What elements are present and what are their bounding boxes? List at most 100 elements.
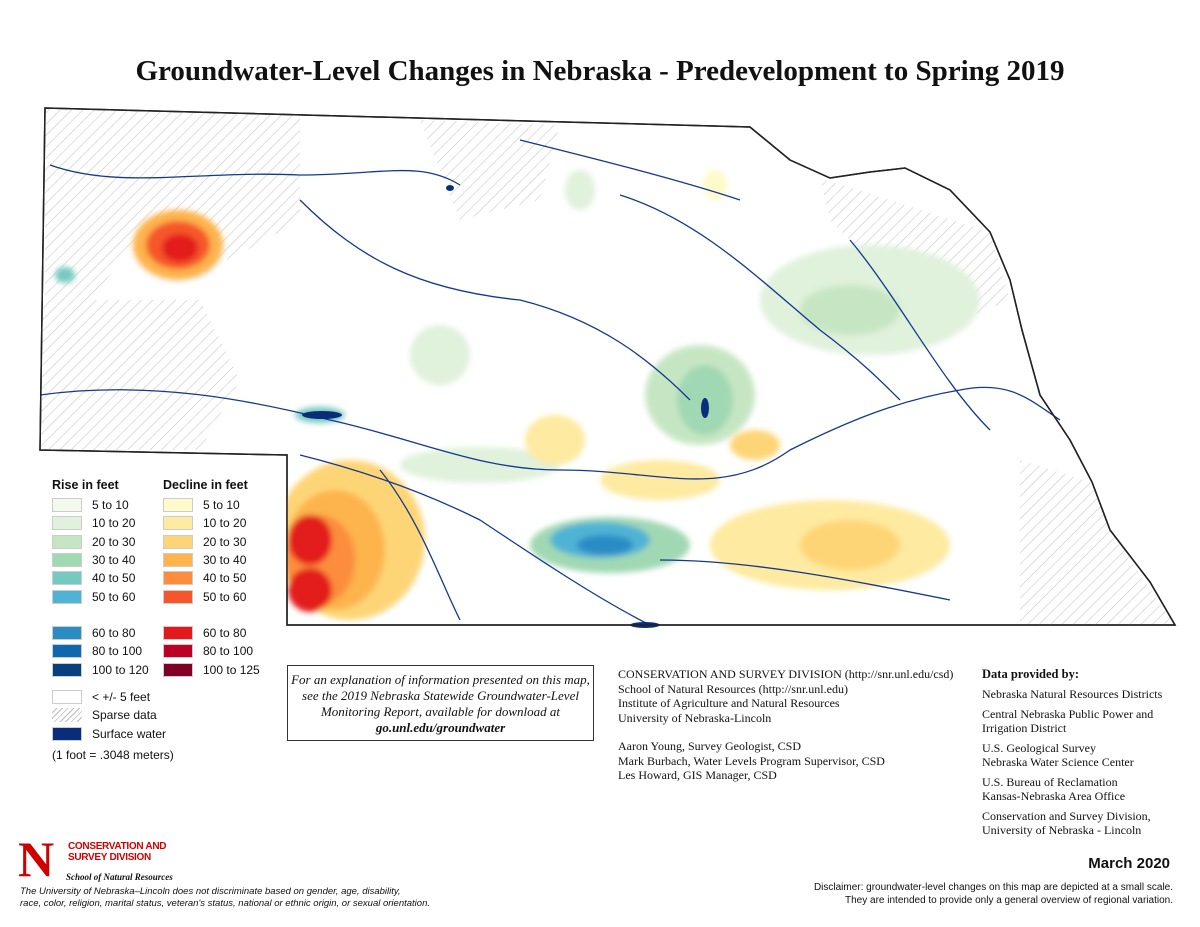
- nondiscrimination-line: The University of Nebraska–Lincoln does …: [20, 886, 401, 897]
- legend-swatch: [52, 589, 82, 604]
- legend-swatch: [52, 516, 82, 531]
- provider-line: Conservation and Survey Division,: [982, 809, 1151, 823]
- provider-line: Kansas-Nebraska Area Office: [982, 789, 1126, 803]
- legend-swatch: [52, 625, 82, 640]
- staff-line: Les Howard, GIS Manager, CSD: [618, 768, 777, 782]
- legend-item-decline: 100 to 125: [163, 660, 293, 678]
- legend-swatch: [163, 553, 193, 568]
- logo-n: N: [18, 831, 55, 887]
- legend-item-rise: 100 to 120: [52, 660, 182, 678]
- legend-item-decline: 5 to 10: [163, 496, 293, 514]
- legend-label: 100 to 125: [203, 662, 260, 677]
- legend-item-decline: 30 to 40: [163, 551, 293, 569]
- legend-label: 30 to 40: [92, 553, 136, 568]
- legend-swatch: [163, 534, 193, 549]
- legend-swatch: [163, 516, 193, 531]
- legend-label: 50 to 60: [92, 589, 136, 604]
- legend-item-rise: 30 to 40: [52, 551, 182, 569]
- legend-label: 100 to 120: [92, 662, 149, 677]
- legend-item-rise: 50 to 60: [52, 587, 182, 605]
- logo-name-line: CONSERVATION AND: [68, 841, 167, 852]
- provider-line: Nebraska Water Science Center: [982, 755, 1134, 769]
- surface-water-swatch: [52, 726, 82, 741]
- staff-line: Aaron Young, Survey Geologist, CSD: [618, 739, 802, 753]
- logo-school: School of Natural Resources: [66, 872, 173, 882]
- legend-rise: Rise in feet 5 to 10 10 to 20 20 to 30 30 t…: [52, 478, 182, 679]
- legend-item-decline: 40 to 50: [163, 569, 293, 587]
- rivers: [39, 139, 1061, 626]
- provider-line: U.S. Geological Survey: [982, 741, 1096, 755]
- legend-swatch: [163, 644, 193, 659]
- legend-swatch: [52, 553, 82, 568]
- provider-line: University of Nebraska - Lincoln: [982, 823, 1142, 837]
- logo-name-line: SURVEY DIVISION: [68, 852, 151, 863]
- csd-line: University of Nebraska-Lincoln: [618, 710, 772, 725]
- provider-item: U.S. Bureau of Reclamation Kansas-Nebrask…: [982, 775, 1162, 803]
- explanation-text: For an explanation of information presen…: [291, 672, 590, 719]
- csd-credits: CONSERVATION AND SURVEY DIVISION (http:/…: [618, 667, 953, 783]
- provider-line: Irrigation District: [982, 721, 1067, 735]
- legend-label: 60 to 80: [92, 625, 136, 640]
- legend-swatch: [52, 534, 82, 549]
- legend-item-rise: 80 to 100: [52, 642, 182, 660]
- csd-line: School of Natural Resources (http://snr.…: [618, 681, 848, 696]
- disclaimer-line: They are intended to provide only a gene…: [845, 894, 1173, 906]
- legend-swatch: [52, 662, 82, 677]
- staff-line: Mark Burbach, Water Levels Program Super…: [618, 753, 885, 768]
- legend-rise-heading: Rise in feet: [52, 478, 119, 492]
- surface-water-label: Surface water: [92, 726, 167, 741]
- legend-swatch: [163, 662, 193, 677]
- provider-line: Central Nebraska Public Power and: [982, 707, 1154, 721]
- legend-label: 80 to 100: [92, 644, 143, 659]
- csd-line: CONSERVATION AND SURVEY DIVISION (http:/…: [618, 667, 954, 681]
- provider-line: Nebraska Natural Resources Districts: [982, 687, 1163, 701]
- legend-misc: < +/- 5 feet Sparse data Surface water (…: [52, 688, 174, 764]
- legend-label: 30 to 40: [203, 553, 247, 568]
- map-title: Groundwater-Level Changes in Nebraska - …: [135, 55, 1065, 87]
- legend-label: 50 to 60: [203, 589, 247, 604]
- no-change-swatch: [52, 690, 82, 705]
- provider-line: U.S. Bureau of Reclamation: [982, 775, 1118, 789]
- report-link[interactable]: go.unl.edu/groundwater: [375, 720, 506, 735]
- legend-swatch: [52, 498, 82, 513]
- legend-item-decline: 50 to 60: [163, 587, 293, 605]
- legend-label: 20 to 30: [203, 534, 247, 549]
- legend-swatch: [163, 571, 193, 586]
- data-providers: Data provided by: Nebraska Natural Resou…: [982, 667, 1162, 843]
- csd-line: Institute of Agriculture and Natural Res…: [618, 696, 840, 710]
- legend-label: 5 to 10: [92, 498, 129, 513]
- providers-heading: Data provided by:: [982, 667, 1080, 681]
- disclaimer: Disclaimer: groundwater-level changes on…: [814, 882, 1173, 907]
- sparse-label: Sparse data: [92, 708, 157, 723]
- legend-label: 10 to 20: [92, 516, 136, 531]
- legend-decline-heading: Decline in feet: [163, 478, 248, 492]
- legend-swatch: [163, 589, 193, 604]
- legend-label: 40 to 50: [92, 571, 136, 586]
- explanation-box: For an explanation of information presen…: [287, 665, 594, 741]
- provider-item: Conservation and Survey Division, Univers…: [982, 809, 1162, 837]
- legend-item-rise: 40 to 50: [52, 569, 182, 587]
- provider-item: Nebraska Natural Resources Districts: [982, 687, 1162, 701]
- legend-decline: Decline in feet 5 to 10 10 to 20 20 to 30 3…: [163, 478, 293, 679]
- no-change-label: < +/- 5 feet: [92, 690, 151, 705]
- provider-item: U.S. Geological Survey Nebraska Water Sci…: [982, 741, 1162, 769]
- nondiscrimination-statement: The University of Nebraska–Lincoln does …: [20, 886, 430, 910]
- legend-item-decline: 80 to 100: [163, 642, 293, 660]
- legend-item-rise: 5 to 10: [52, 496, 182, 514]
- legend-label: 80 to 100: [203, 644, 254, 659]
- legend-swatch: [52, 571, 82, 586]
- sparse-swatch: [52, 708, 82, 723]
- legend-label: 40 to 50: [203, 571, 247, 586]
- legend-label: 60 to 80: [203, 625, 247, 640]
- map-date: March 2020: [1088, 855, 1170, 872]
- legend-swatch: [52, 644, 82, 659]
- state-border: [39, 107, 1177, 626]
- surface-water: [302, 185, 709, 628]
- legend-label: 20 to 30: [92, 534, 136, 549]
- legend-label: 10 to 20: [203, 516, 247, 531]
- legend-swatch: [163, 498, 193, 513]
- legend-item-rise: 10 to 20: [52, 514, 182, 532]
- legend-item-decline: 60 to 80: [163, 624, 293, 642]
- legend-item-decline: 20 to 30: [163, 533, 293, 551]
